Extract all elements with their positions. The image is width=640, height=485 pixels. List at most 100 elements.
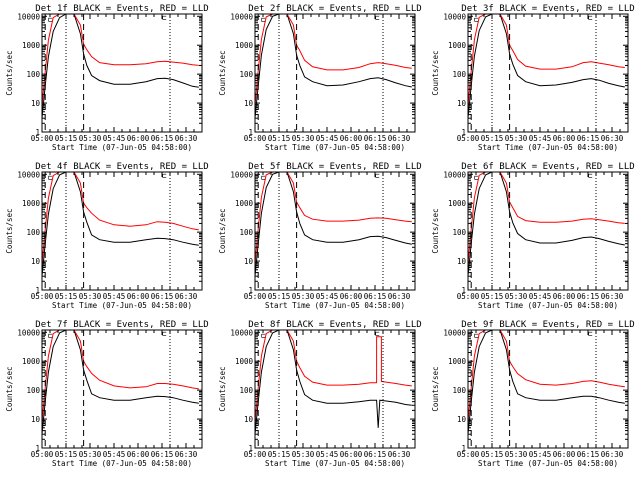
bracket-glyph: ⊏ <box>48 15 53 24</box>
plot-frame <box>41 329 203 449</box>
panel-title: Det 6f BLACK = Events, RED = LLD <box>461 162 634 172</box>
bracket-glyph: ⊏ <box>48 173 53 182</box>
y-tick-label: 10 <box>244 415 254 424</box>
x-tick-label: 05:30 <box>292 292 315 301</box>
plot-frame <box>254 329 416 449</box>
series-line-lld <box>467 13 625 106</box>
plot-frame <box>254 13 416 133</box>
y-tick-label: 1000 <box>448 357 467 366</box>
panel-det-8: Det 8f BLACK = Events, RED = LLD⊏ ⊏ 1 10 100… <box>218 320 422 468</box>
series-line-events <box>254 13 412 119</box>
x-tick-label: 05:45 <box>316 450 339 459</box>
y-tick-label: 1 <box>461 444 466 453</box>
panel-title: Det 8f BLACK = Events, RED = LLD <box>248 320 421 330</box>
x-tick-label: 06:30 <box>175 292 198 301</box>
y-tick-label: 1000 <box>22 199 41 208</box>
series-line-lld <box>254 13 412 106</box>
x-tick-label: 06:15 <box>577 450 600 459</box>
y-tick-label: 100 <box>452 70 466 79</box>
x-tick-label: 06:15 <box>577 292 600 301</box>
bracket-glyph: ⊏ <box>261 331 266 340</box>
y-tick-label: 1 <box>35 444 40 453</box>
plot-frame <box>254 171 416 291</box>
y-tick-label: 10000 <box>17 170 40 179</box>
y-tick-label: 10 <box>457 257 467 266</box>
series-line-lld <box>41 329 199 422</box>
x-tick-label: 06:30 <box>388 450 411 459</box>
x-tick-label: 05:30 <box>292 450 315 459</box>
y-tick-label: 100 <box>452 228 466 237</box>
y-tick-label: 1000 <box>448 41 467 50</box>
x-tick-label: 05:00 <box>457 292 480 301</box>
x-tick-label: 05:45 <box>103 450 126 459</box>
y-tick-label: 10000 <box>230 170 253 179</box>
x-tick-label: 05:00 <box>457 450 480 459</box>
y-axis-label: Counts/sec <box>218 208 227 253</box>
plot-frame <box>467 13 629 133</box>
x-axis-label: Start Time (07-Jun-05 04:58:00) <box>478 301 618 310</box>
bracket-glyph: ⊏ <box>588 13 593 22</box>
series-line-lld <box>254 329 412 422</box>
y-tick-label: 1 <box>248 286 253 295</box>
x-tick-label: 05:45 <box>103 292 126 301</box>
x-axis-label: Start Time (07-Jun-05 04:58:00) <box>52 301 192 310</box>
x-tick-label: 05:00 <box>31 292 54 301</box>
panel-title: Det 9f BLACK = Events, RED = LLD <box>461 320 634 330</box>
y-tick-label: 1000 <box>235 41 254 50</box>
x-tick-label: 06:15 <box>364 134 387 143</box>
series-line-lld <box>41 13 199 106</box>
bracket-glyph: ⊏ <box>474 331 479 340</box>
y-axis-label: Counts/sec <box>431 208 440 253</box>
series-line-lld <box>41 171 199 264</box>
y-tick-label: 100 <box>26 386 40 395</box>
x-axis-label: Start Time (07-Jun-05 04:58:00) <box>478 143 618 152</box>
bracket-glyph: ⊏ <box>375 13 380 22</box>
bracket-glyph: ⊏ <box>261 173 266 182</box>
series-line-lld <box>254 171 412 264</box>
panel-det-3: Det 3f BLACK = Events, RED = LLD⊏ ⊏ 1 10 100… <box>431 4 635 152</box>
x-tick-label: 05:00 <box>31 134 54 143</box>
y-axis-label: Counts/sec <box>5 208 14 253</box>
x-tick-label: 05:30 <box>79 450 102 459</box>
x-tick-label: 05:30 <box>79 292 102 301</box>
y-tick-label: 10 <box>244 257 254 266</box>
x-tick-label: 05:15 <box>55 134 78 143</box>
plot-frame <box>41 13 203 133</box>
x-tick-label: 06:15 <box>151 292 174 301</box>
y-tick-label: 1000 <box>235 199 254 208</box>
y-tick-label: 10000 <box>17 328 40 337</box>
x-tick-label: 06:30 <box>601 134 624 143</box>
y-tick-label: 10 <box>31 415 41 424</box>
y-tick-label: 1 <box>35 128 40 137</box>
y-tick-label: 1000 <box>22 357 41 366</box>
panel-title: Det 1f BLACK = Events, RED = LLD <box>35 4 208 14</box>
x-tick-label: 05:45 <box>529 450 552 459</box>
panel-det-7: Det 7f BLACK = Events, RED = LLD⊏ ⊏ 1 10 100… <box>5 320 209 468</box>
panel-det-4: Det 4f BLACK = Events, RED = LLD⊏ ⊏ 1 10 100… <box>5 162 209 310</box>
y-tick-label: 100 <box>239 228 253 237</box>
y-tick-label: 100 <box>26 70 40 79</box>
y-axis-label: Counts/sec <box>218 50 227 95</box>
x-tick-label: 06:00 <box>127 292 150 301</box>
x-tick-label: 05:30 <box>505 292 528 301</box>
x-tick-label: 06:00 <box>127 134 150 143</box>
series-line-events <box>254 171 412 277</box>
x-tick-label: 06:30 <box>388 292 411 301</box>
y-tick-label: 10 <box>457 99 467 108</box>
series-line-lld <box>467 171 625 264</box>
x-axis-label: Start Time (07-Jun-05 04:58:00) <box>265 459 405 468</box>
x-tick-label: 06:15 <box>577 134 600 143</box>
x-tick-label: 06:00 <box>340 134 363 143</box>
x-tick-label: 05:15 <box>481 134 504 143</box>
plot-frame <box>41 171 203 291</box>
panel-det-2: Det 2f BLACK = Events, RED = LLD⊏ ⊏ 1 10 100… <box>218 4 422 152</box>
bracket-glyph: ⊏ <box>162 171 167 180</box>
plot-frame <box>467 329 629 449</box>
panel-title: Det 2f BLACK = Events, RED = LLD <box>248 4 421 14</box>
y-tick-label: 10000 <box>230 12 253 21</box>
series-line-events <box>467 171 625 277</box>
panel-det-1: Det 1f BLACK = Events, RED = LLD⊏ ⊏ 1 10 100… <box>5 4 209 152</box>
x-tick-label: 06:30 <box>175 134 198 143</box>
x-tick-label: 05:15 <box>55 292 78 301</box>
